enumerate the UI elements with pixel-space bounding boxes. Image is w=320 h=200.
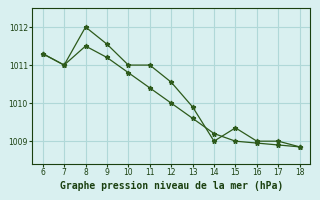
X-axis label: Graphe pression niveau de la mer (hPa): Graphe pression niveau de la mer (hPa): [60, 181, 283, 191]
